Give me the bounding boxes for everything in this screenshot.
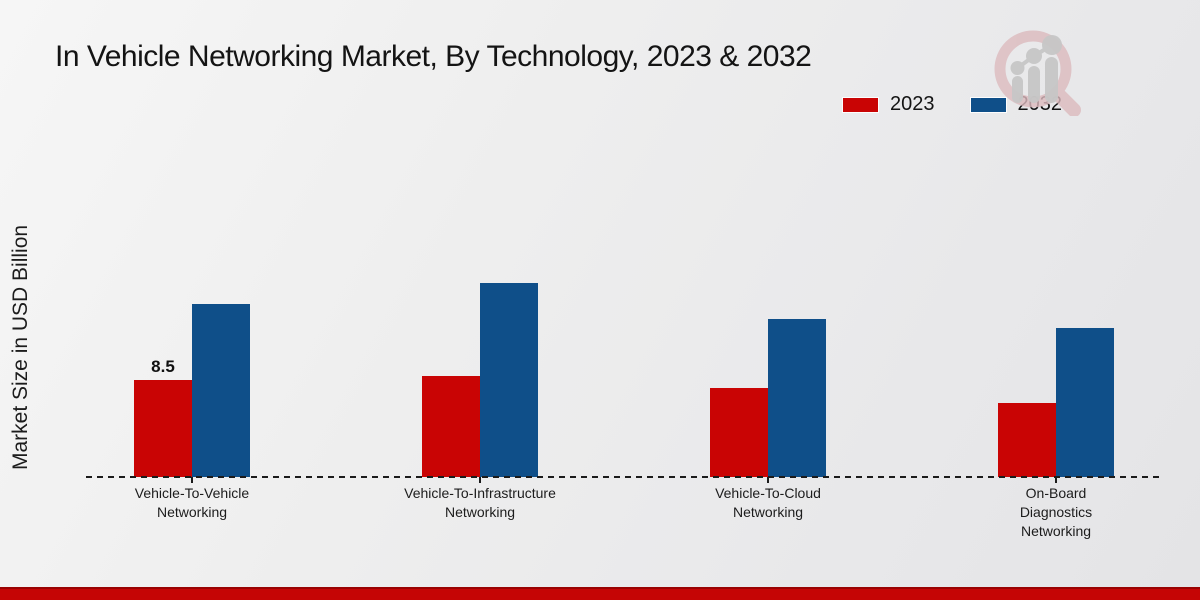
footer-accent-bar bbox=[0, 587, 1200, 600]
bar-2032-category-1 bbox=[480, 283, 538, 477]
category-label-vehicle-to-vehicle: Vehicle-To-Vehicle Networking bbox=[134, 485, 250, 520]
bar-value-label-2023-0: 8.5 bbox=[151, 357, 175, 376]
bar-2023-category-3 bbox=[998, 403, 1056, 477]
legend-label-2023: 2023 bbox=[890, 93, 935, 115]
bar-2032-category-0 bbox=[192, 304, 250, 477]
x-axis-baseline bbox=[86, 476, 1164, 478]
x-axis-tick-1 bbox=[479, 477, 481, 483]
bar-2023-category-1 bbox=[422, 376, 480, 477]
legend-item-2023: 2023 bbox=[843, 93, 935, 116]
legend-swatch-2032-icon bbox=[970, 97, 1006, 112]
category-label-vehicle-to-infrastructure: Vehicle-To-Infrastructure Networking bbox=[404, 485, 556, 520]
x-axis-tick-3 bbox=[1055, 477, 1057, 483]
bar-2023-category-0 bbox=[134, 380, 192, 477]
x-axis-tick-2 bbox=[767, 477, 769, 483]
magnifier-bar-chart-logo-icon bbox=[994, 30, 1081, 116]
bar-2032-category-3 bbox=[1056, 328, 1114, 477]
bar-2023-category-2 bbox=[710, 388, 768, 477]
legend-swatch-2023-icon bbox=[843, 97, 878, 112]
bar-2032-category-2 bbox=[768, 319, 826, 477]
category-label-on-board-diagnostics: On-Board Diagnostics Networking bbox=[1019, 485, 1093, 539]
x-axis-tick-0 bbox=[191, 477, 193, 483]
chart-title: In Vehicle Networking Market, By Technol… bbox=[55, 40, 812, 73]
category-label-vehicle-to-cloud: Vehicle-To-Cloud Networking bbox=[715, 485, 821, 520]
